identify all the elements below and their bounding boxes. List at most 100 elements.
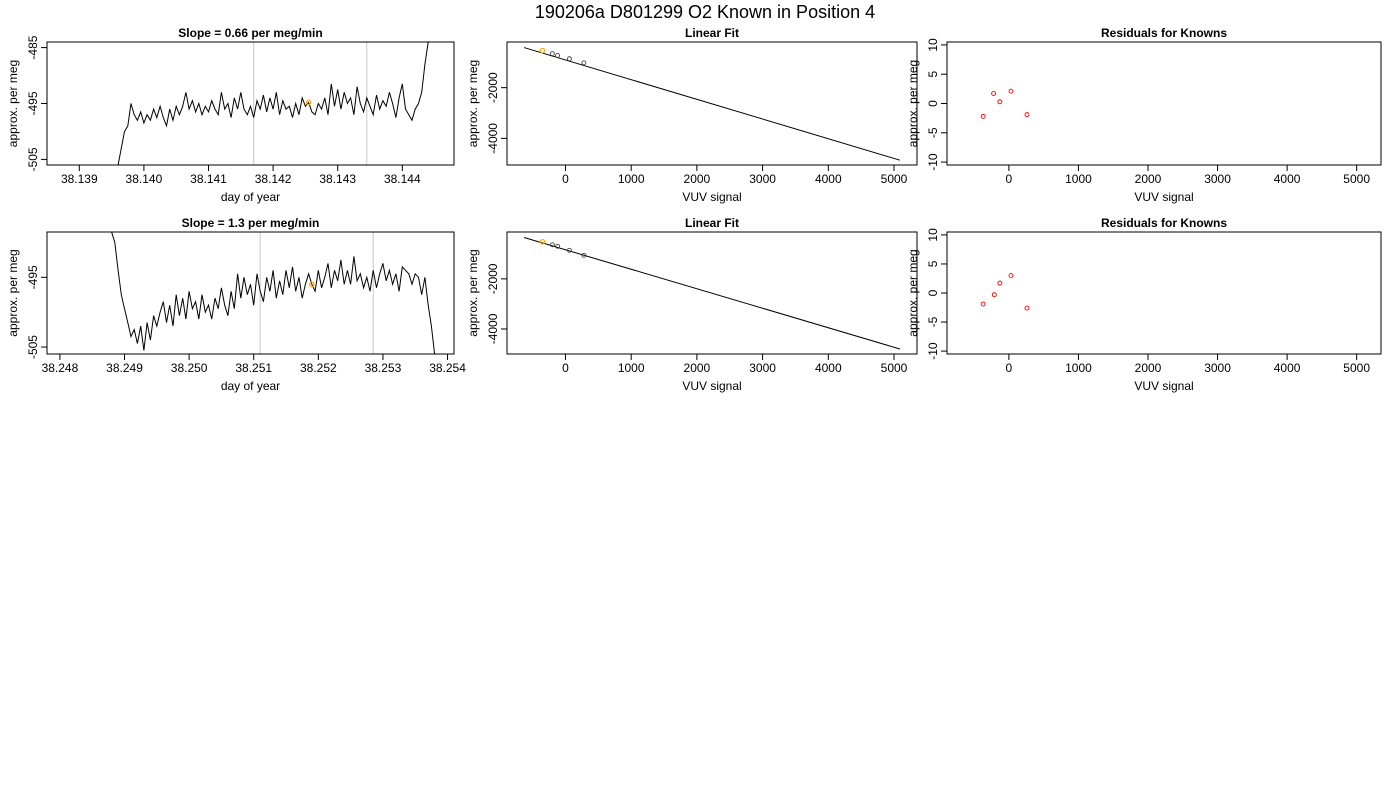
known-point [555,52,561,58]
x-tick-label: 38.252 [300,361,337,375]
residual-point [980,301,986,307]
x-tick-label: 38.250 [171,361,208,375]
highlight-point [539,47,546,54]
highlight-point [309,281,315,288]
plot-frame [946,41,1382,166]
known-point [566,247,572,253]
highlight-point [539,238,546,245]
x-tick-label: 3000 [749,172,776,186]
panel-title: Slope = 0.66 per meg/min [178,26,322,40]
x-tick-label: 4000 [815,172,842,186]
y-tick-label: 10 [926,38,940,52]
residual-point [1024,305,1030,311]
plot-area [111,232,436,354]
x-tick-label: 3000 [1204,361,1231,375]
residual-point [1008,273,1014,279]
x-tick-label: 38.251 [235,361,272,375]
x-tick-label: 38.254 [429,361,466,375]
panel-title: Linear Fit [685,26,739,40]
plot-area [523,237,901,350]
x-tick-label: 2000 [684,361,711,375]
known-point [549,242,555,248]
plot-frame [506,41,918,166]
x-axis-label: VUV signal [1134,190,1193,204]
y-tick-label: -4000 [486,313,500,344]
signal-trace [117,42,429,165]
x-tick-label: 3000 [1204,172,1231,186]
chart-panel: Linear Fit 0 1000 2000 3000 4000 5000 -2000 -400… [466,216,918,393]
plot-area [523,47,901,161]
x-tick-label: 38.253 [365,361,402,375]
residual-point [991,91,997,96]
highlight-point [305,99,312,106]
x-tick-label: 38.144 [384,172,421,186]
plot-area [980,273,1030,311]
x-tick-label: 38.141 [190,172,227,186]
figure-title: 190206a D801299 O2 Known in Position 4 [535,2,875,22]
x-tick-label: 38.249 [106,361,143,375]
x-tick-label: 4000 [1274,172,1301,186]
residual-point [997,280,1003,286]
y-tick-label: -485 [26,35,40,59]
x-tick-label: 38.142 [255,172,292,186]
y-tick-label: 5 [926,71,940,78]
x-axis-label: VUV signal [682,379,741,393]
x-tick-label: 3000 [749,361,776,375]
plot-frame [46,41,455,166]
y-tick-label: -2000 [486,263,500,294]
y-axis-label: approx. per meg [906,60,920,147]
y-axis-label: approx. per meg [6,60,20,147]
x-axis-label: day of year [221,379,280,393]
x-tick-label: 0 [562,361,569,375]
plot-area [980,88,1030,119]
x-tick-label: 4000 [1274,361,1301,375]
y-tick-label: -505 [26,335,40,359]
x-tick-label: 38.139 [61,172,98,186]
y-tick-label: 5 [926,260,940,267]
chart-panel: Slope = 1.3 per meg/min 38.248 38.249 38.25… [6,216,466,393]
residual-point [1024,112,1030,118]
y-axis-label: approx. per meg [466,60,480,147]
x-tick-label: 5000 [881,172,908,186]
x-tick-label: 1000 [1065,172,1092,186]
y-tick-label: -10 [926,153,940,171]
signal-trace [111,232,436,354]
plot-frame [46,231,455,355]
x-axis-label: day of year [221,190,280,204]
residual-point [1008,88,1014,94]
x-tick-label: 1000 [1065,361,1092,375]
x-tick-label: 38.143 [319,172,356,186]
known-point [549,51,555,57]
plot-frame [506,231,918,355]
chart-panel: Residuals for Knowns 0 1000 2000 3000 4000 500… [906,26,1382,204]
known-point [581,252,587,258]
panel-title: Residuals for Knowns [1101,216,1227,230]
residual-point [991,292,997,298]
known-point [581,60,587,66]
known-point [566,56,572,62]
plot-frame [946,231,1382,355]
x-tick-label: 2000 [1135,361,1162,375]
y-tick-label: -495 [26,91,40,115]
x-tick-label: 1000 [618,361,645,375]
y-tick-label: -5 [926,316,940,327]
x-tick-label: 0 [1006,172,1013,186]
fit-line [523,237,901,350]
y-axis-label: approx. per meg [6,249,20,336]
chart-panel: Linear Fit 0 1000 2000 3000 4000 5000 -2000 -400… [466,26,918,204]
y-tick-label: -10 [926,342,940,360]
x-axis-label: VUV signal [682,190,741,204]
panel-title: Residuals for Knowns [1101,26,1227,40]
fit-line [523,47,901,161]
y-axis-label: approx. per meg [466,249,480,336]
y-tick-label: 10 [926,228,940,242]
panel-title: Slope = 1.3 per meg/min [182,216,320,230]
x-tick-label: 0 [562,172,569,186]
y-tick-label: -5 [926,127,940,138]
y-tick-label: -505 [26,147,40,171]
x-tick-label: 38.248 [42,361,79,375]
y-tick-label: -495 [26,265,40,289]
known-point [555,243,561,249]
chart-panel: Residuals for Knowns 0 1000 2000 3000 4000 500… [906,216,1382,393]
x-tick-label: 5000 [881,361,908,375]
